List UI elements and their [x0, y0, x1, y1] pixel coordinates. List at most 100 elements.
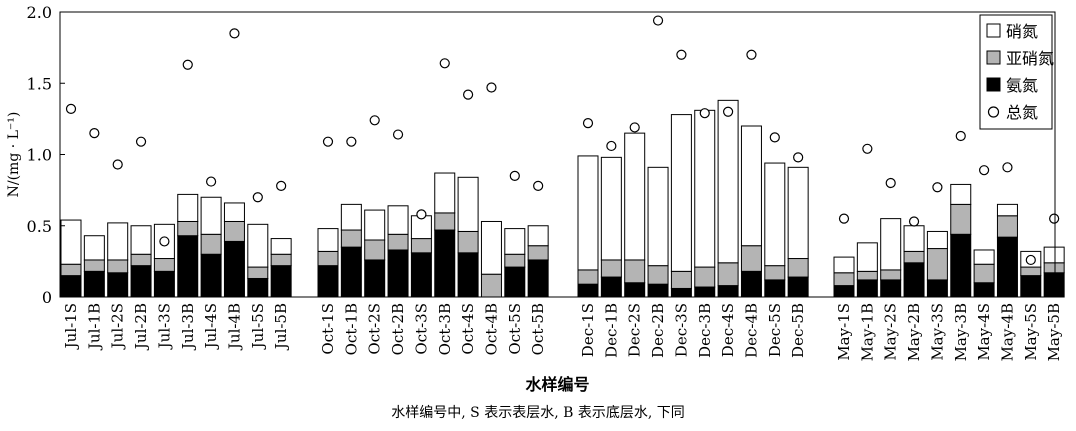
x-tick-label: Oct-2B: [389, 303, 407, 355]
total-nitrogen-point: [533, 180, 544, 191]
ammonia-segment: [387, 249, 409, 298]
nitrate-segment: [740, 125, 762, 247]
total-nitrogen-point: [182, 59, 193, 70]
x-tick-label: Dec-2S: [626, 303, 644, 357]
total-nitrogen-point: [793, 152, 804, 163]
ammonia-segment: [340, 246, 362, 298]
x-tick-label: Oct-3S: [412, 303, 430, 355]
nitrite-segment: [60, 263, 82, 277]
ammonia-segment: [364, 259, 386, 298]
x-tick-label: Dec-5B: [789, 303, 807, 358]
ammonia-segment: [434, 229, 456, 298]
x-tick-label: Oct-1S: [319, 303, 337, 355]
total-nitrogen-point: [862, 143, 873, 154]
nitrite-segment: [787, 258, 809, 278]
nitrate-segment: [504, 228, 526, 255]
x-tick-label: Oct-5B: [529, 303, 547, 355]
ammonia-segment: [670, 287, 692, 298]
ammonia-segment: [903, 262, 925, 298]
total-nitrogen-point: [276, 180, 287, 191]
x-tick-label: May-1B: [858, 303, 876, 361]
nitrate-segment: [177, 193, 199, 222]
nitrite-segment: [387, 233, 409, 251]
total-nitrogen-point: [838, 213, 850, 224]
nitrite-segment: [364, 239, 386, 261]
nitrite-segment: [340, 229, 362, 248]
total-nitrogen-point: [699, 108, 710, 119]
total-nitrogen-point: [369, 115, 380, 126]
total-nitrogen-point: [978, 165, 990, 176]
total-nitrogen-point: [112, 159, 123, 170]
nitrite-segment: [200, 233, 222, 255]
x-tick-label: May-3S: [928, 303, 946, 361]
total-nitrogen-point: [676, 49, 687, 60]
total-nitrogen-point: [486, 82, 497, 93]
nitrite-segment: [996, 215, 1018, 238]
total-nitrogen-point: [322, 136, 334, 147]
x-tick-label: Oct-4B: [482, 303, 500, 355]
total-nitrogen-point: [746, 49, 757, 60]
nitrate-segment: [973, 249, 995, 265]
nitrite-segment: [247, 266, 269, 279]
nitrate-segment: [130, 225, 152, 255]
nitrate-segment: [600, 156, 622, 261]
x-tick-label: Dec-2B: [649, 303, 667, 358]
total-nitrogen-point: [629, 122, 640, 133]
total-nitrogen-point: [229, 28, 240, 39]
nitrate-segment: [903, 225, 925, 252]
ammonia-segment: [647, 283, 669, 298]
nitrate-segment: [670, 114, 692, 272]
ammonia-segment: [270, 265, 292, 298]
total-nitrogen-point: [1002, 162, 1013, 173]
total-nitrogen-point: [1025, 254, 1036, 266]
nitrite-segment: [480, 273, 502, 298]
total-nitrogen-point: [252, 192, 263, 203]
x-tick-label: May-4B: [998, 303, 1016, 361]
ammonia-segment: [577, 283, 599, 298]
x-tick-label: Oct-2S: [366, 303, 384, 355]
x-tick-label: Dec-3S: [672, 303, 690, 357]
nitrite-segment: [1020, 266, 1042, 277]
ammonia-segment: [880, 279, 902, 298]
ammonia-segment: [624, 282, 646, 298]
nitrate-segment: [694, 109, 716, 268]
x-tick-label: May-5S: [1022, 303, 1040, 361]
legend-swatch: [986, 50, 1001, 65]
nitrate-segment: [434, 172, 456, 214]
ammonia-segment: [107, 272, 129, 298]
nitrate-segment: [480, 220, 502, 275]
x-tick-label: Jul-1S: [62, 303, 80, 350]
nitrite-segment: [624, 259, 646, 284]
nitrite-segment: [764, 265, 786, 281]
x-tick-label: May-2B: [905, 303, 923, 361]
nitrite-segment: [527, 245, 549, 261]
y-tick-label: 0: [42, 288, 52, 307]
nitrate-segment: [223, 202, 245, 222]
nitrite-segment: [577, 269, 599, 285]
nitrite-segment: [600, 259, 622, 278]
x-tick-label: Dec-1S: [579, 303, 597, 357]
nitrate-segment: [880, 218, 902, 271]
nitrate-segment: [624, 132, 646, 261]
nitrate-segment: [387, 205, 409, 235]
nitrate-segment: [647, 166, 669, 267]
x-tick-label: Jul-1B: [85, 303, 103, 351]
total-nitrogen-point: [652, 15, 664, 26]
total-nitrogen-point: [885, 177, 896, 189]
total-nitrogen-point: [89, 128, 100, 139]
nitrite-segment: [177, 220, 199, 237]
total-nitrogen-point: [606, 140, 617, 152]
x-tick-label: Oct-5S: [506, 303, 524, 355]
x-tick-label: May-3B: [952, 303, 970, 361]
ammonia-segment: [764, 279, 786, 298]
nitrite-segment: [647, 265, 669, 285]
plot-frame: [59, 11, 1056, 298]
ammonia-segment: [153, 270, 175, 298]
total-nitrogen-point: [65, 103, 77, 115]
nitrite-segment: [903, 250, 925, 264]
nitrate-segment: [926, 230, 948, 250]
x-axis-label: 水样编号: [525, 375, 589, 394]
total-nitrogen-point: [392, 129, 404, 140]
nitrate-segment: [83, 235, 105, 261]
ammonia-segment: [717, 285, 739, 298]
